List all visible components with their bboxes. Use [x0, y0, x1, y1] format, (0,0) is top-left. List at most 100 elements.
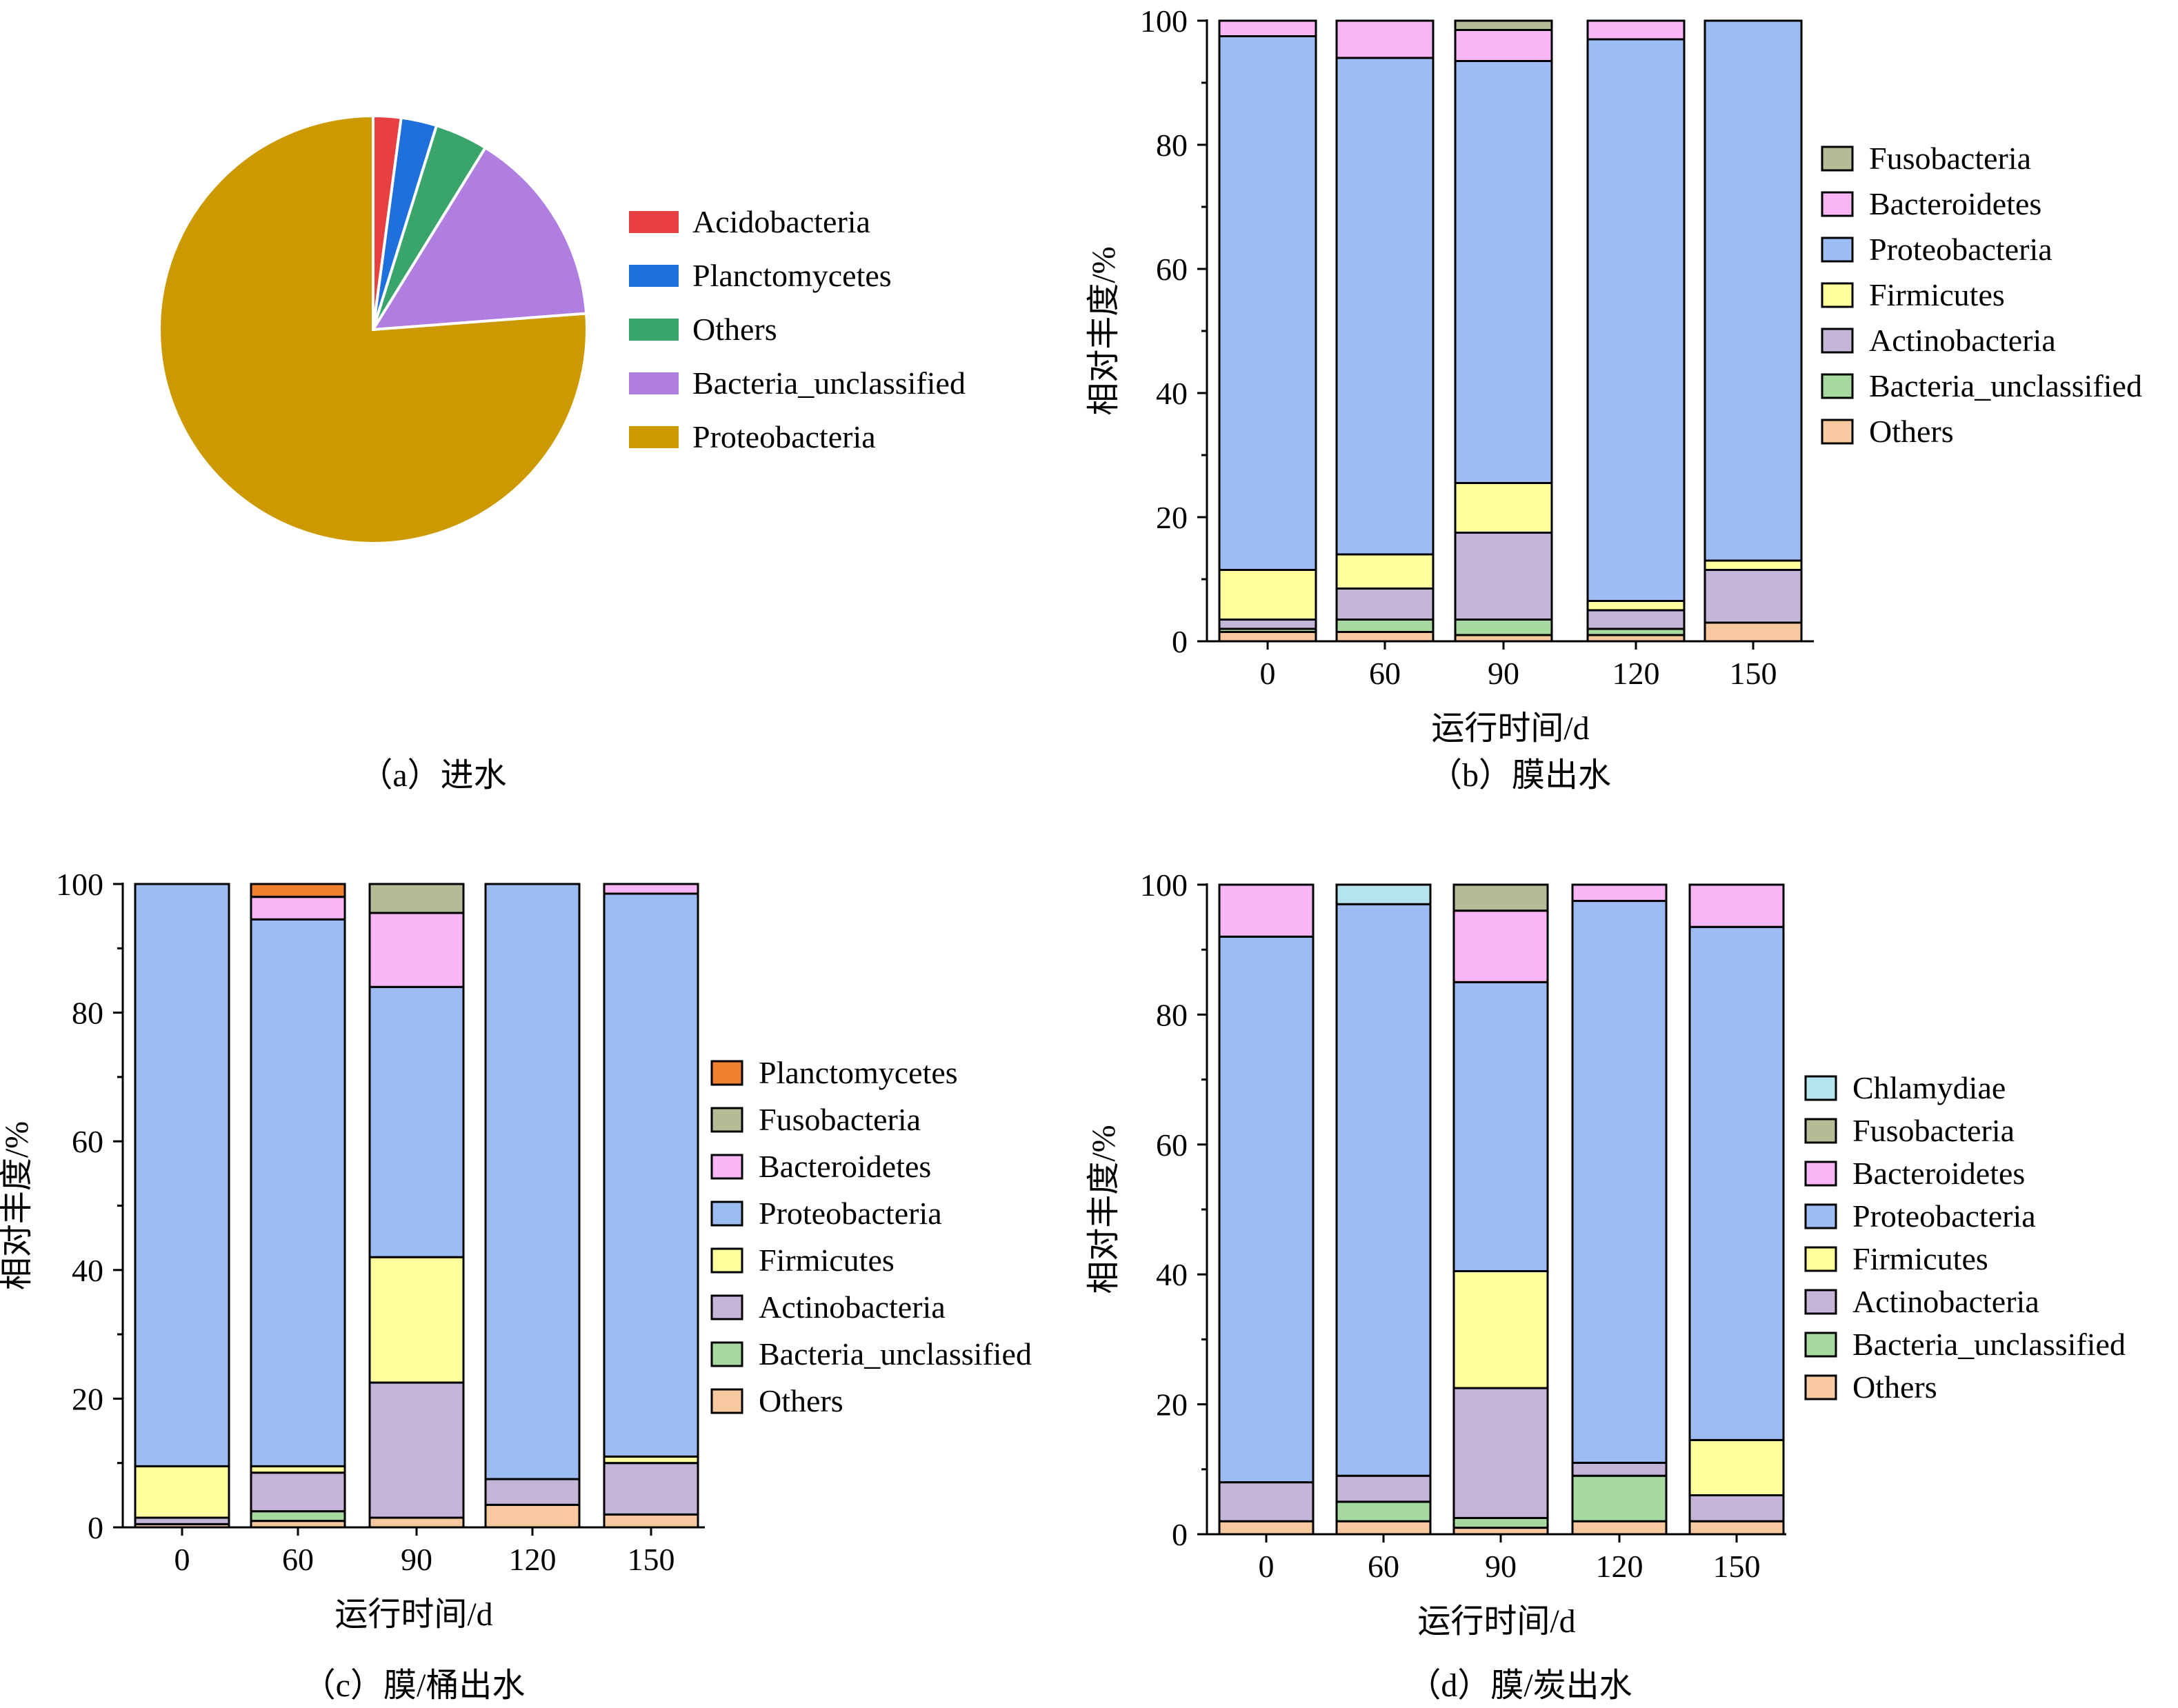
bar-segment-60-bacteroidetes	[1335, 19, 1435, 59]
legend-swatch-bacteroidetes	[1821, 191, 1854, 217]
y-tick-label-0: 0	[1172, 1517, 1188, 1552]
legend-swatch-others	[1804, 1374, 1837, 1400]
bar-segment-90-fusobacteria	[1454, 19, 1553, 31]
bar-segment-60-actinobacteria	[1335, 587, 1435, 621]
bar-segment-60-others	[1335, 631, 1435, 643]
y-tick-label-0: 0	[88, 1510, 103, 1545]
bar-segment-60-others	[1335, 1520, 1432, 1536]
bar-segment-60-planctomycetes	[250, 883, 346, 898]
bar-segment-0-proteobacteria	[1218, 35, 1317, 571]
y-tick-label-60: 60	[1156, 1127, 1188, 1163]
bar-segment-60-actinobacteria	[250, 1471, 346, 1513]
legend-label-actinobacteria: Actinobacteria	[759, 1289, 946, 1325]
legend-label-bacteria-unclassified: Bacteria_unclassified	[1852, 1327, 2126, 1362]
x-tick-label-150: 150	[1713, 1549, 1761, 1584]
legend-label-others: Others	[1869, 414, 1954, 449]
legend-label-bacteroidetes: Bacteroidetes	[759, 1149, 931, 1184]
bar-segment-150-proteobacteria	[1704, 19, 1803, 562]
y-tick-label-60: 60	[1156, 252, 1188, 287]
legend-swatch-proteobacteria	[629, 426, 679, 448]
legend-label-fusobacteria: Fusobacteria	[759, 1102, 921, 1137]
legend-swatch-actinobacteria	[1821, 328, 1854, 354]
bar-segment-0-actinobacteria	[1218, 1481, 1315, 1523]
legend-swatch-actinobacteria	[710, 1294, 743, 1320]
legend-swatch-others	[710, 1388, 743, 1414]
bar-segment-60-proteobacteria	[1335, 903, 1432, 1477]
pie-slice-proteobacteria	[158, 114, 588, 545]
y-tick-label-0: 0	[1172, 624, 1188, 659]
bar-segment-60-proteobacteria	[250, 918, 346, 1467]
y-tick-label-20: 20	[1156, 1387, 1188, 1423]
y-tick-label-20: 20	[72, 1381, 103, 1416]
x-tick-label-120: 120	[509, 1542, 557, 1577]
x-tick-label-60: 60	[282, 1542, 314, 1577]
legend-label-others: Others	[759, 1383, 843, 1418]
legend-label-planctomycetes: Planctomycetes	[692, 258, 892, 293]
legend-label-bacteria-unclassified: Bacteria_unclassified	[692, 365, 966, 401]
bar-segment-90-fusobacteria	[1452, 883, 1549, 912]
bar-segment-90-bacteria-unclassified	[1454, 619, 1553, 636]
legend-swatch-firmicutes	[710, 1247, 743, 1274]
bar-segment-60-proteobacteria	[1335, 57, 1435, 556]
legend-label-acidobacteria: Acidobacteria	[692, 204, 870, 239]
legend-label-bacteria-unclassified: Bacteria_unclassified	[1869, 368, 2142, 403]
panel-b-stacked-bar-chart: 0 20 40 60 80 100 0 60 90 120 150 运行时间/d 相对丰度/% Fusob…	[1086, 3, 2142, 794]
legend-swatch-fusobacteria	[710, 1107, 743, 1133]
legend-label-fusobacteria: Fusobacteria	[1852, 1113, 2015, 1148]
legend-swatch-fusobacteria	[1821, 145, 1854, 172]
legend-swatch-proteobacteria	[1804, 1203, 1837, 1229]
legend-swatch-bacteroidetes	[1804, 1161, 1837, 1187]
bar-segment-120-bacteria-unclassified	[1571, 1474, 1668, 1523]
bar-segment-150-others	[603, 1513, 699, 1529]
x-tick-label-120: 120	[1612, 656, 1660, 691]
bar-segment-60-bacteroidetes	[250, 896, 346, 921]
y-tick-label-40: 40	[72, 1253, 103, 1288]
y-axis-label: 相对丰度/%	[0, 1121, 35, 1290]
bar-segment-90-actinobacteria	[1454, 532, 1553, 621]
x-axis-label: 运行时间/d	[334, 1596, 492, 1633]
bar-segment-150-firmicutes	[1704, 559, 1803, 571]
bar-segment-120-actinobacteria	[484, 1478, 581, 1506]
panel-d-caption: （d）膜/炭出水	[1408, 1667, 1632, 1704]
legend-swatch-bacteria-unclassified	[629, 372, 679, 394]
panel-c-stacked-bar-chart: 0 20 40 60 80 100 0 60 90 120 150 运行时间/d 相对丰度/% Planc…	[0, 867, 1032, 1704]
y-tick-label-100: 100	[56, 867, 103, 902]
bar-segment-0-proteobacteria	[1218, 935, 1315, 1484]
legend-label-others: Others	[1852, 1369, 1937, 1405]
legend-label-bacteroidetes: Bacteroidetes	[1869, 186, 2041, 221]
bar-segment-90-bacteroidetes	[1454, 29, 1553, 62]
panel-d-stacked-bar-chart: 0 20 40 60 80 100 0 60 90 120 150 运行时间/d 相对丰度/% Chlam…	[1086, 867, 2126, 1704]
bar-segment-90-firmicutes	[1454, 482, 1553, 534]
panel-a-pie-chart: Acidobacteria Planctomycetes Others Bacteri…	[158, 114, 966, 794]
bar-segment-150-actinobacteria	[1704, 569, 1803, 624]
panel-c-caption: （c）膜/桶出水	[303, 1667, 526, 1704]
bar-segment-0-firmicutes	[134, 1465, 230, 1519]
bar-segment-120-actinobacteria	[1571, 1461, 1668, 1477]
bar-segment-90-bacteroidetes	[368, 912, 465, 988]
bar-segment-0-others	[1218, 1520, 1315, 1536]
x-tick-label-150: 150	[1730, 656, 1777, 691]
y-tick-label-40: 40	[1156, 1257, 1188, 1292]
legend-swatch-planctomycetes	[629, 265, 679, 287]
bar-segment-90-actinobacteria	[368, 1381, 465, 1519]
y-axis-label: 相对丰度/%	[1086, 246, 1122, 415]
bar-segment-90-bacteroidetes	[1452, 910, 1549, 983]
legend-swatch-acidobacteria	[629, 211, 679, 233]
bar-segment-150-actinobacteria	[1688, 1494, 1785, 1523]
bar-segment-120-bacteroidetes	[1571, 883, 1668, 903]
x-tick-label-90: 90	[1488, 656, 1519, 691]
bar-segment-60-firmicutes	[1335, 553, 1435, 590]
bar-segment-90-firmicutes	[1452, 1269, 1549, 1389]
bar-segment-90-actinobacteria	[1452, 1387, 1549, 1519]
x-axis-label: 运行时间/d	[1417, 1603, 1575, 1640]
legend-swatch-actinobacteria	[1804, 1289, 1837, 1315]
legend-swatch-bacteria-unclassified	[1804, 1332, 1837, 1358]
bar-segment-0-actinobacteria	[1218, 619, 1317, 630]
legend-swatch-others	[629, 319, 679, 341]
legend-label-firmicutes: Firmicutes	[1869, 277, 2005, 312]
legend-label-proteobacteria: Proteobacteria	[759, 1196, 942, 1231]
legend-label-actinobacteria: Actinobacteria	[1852, 1284, 2039, 1319]
panel-b-caption: （b）膜出水	[1429, 757, 1611, 794]
x-tick-label-60: 60	[1368, 1549, 1399, 1584]
